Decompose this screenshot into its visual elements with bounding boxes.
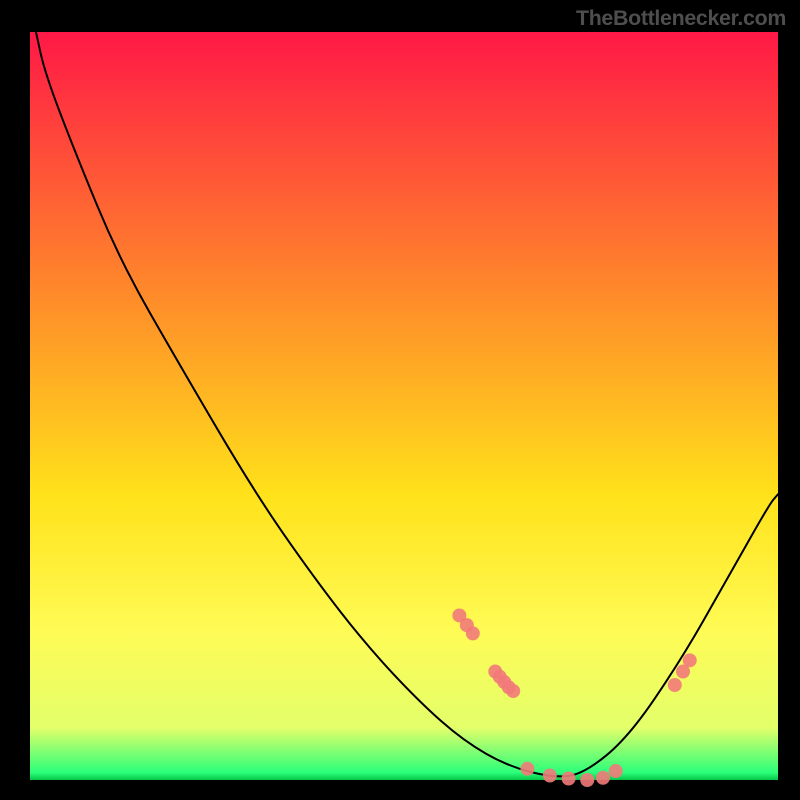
bottleneck-chart-svg [0, 0, 800, 800]
curve-marker [520, 762, 534, 776]
curve-marker [562, 772, 576, 786]
curve-marker [543, 769, 557, 783]
curve-marker [668, 678, 682, 692]
curve-marker [466, 626, 480, 640]
attribution-label: TheBottlenecker.com [576, 6, 786, 31]
chart-gradient-background [30, 32, 778, 780]
chart-stage: { "attribution": { "text": "TheBottlenec… [0, 0, 800, 800]
curve-marker [596, 771, 610, 785]
curve-marker [609, 764, 623, 778]
curve-marker [683, 653, 697, 667]
curve-marker [506, 684, 520, 698]
attribution-text: TheBottlenecker.com [576, 6, 786, 31]
curve-marker [580, 773, 594, 787]
